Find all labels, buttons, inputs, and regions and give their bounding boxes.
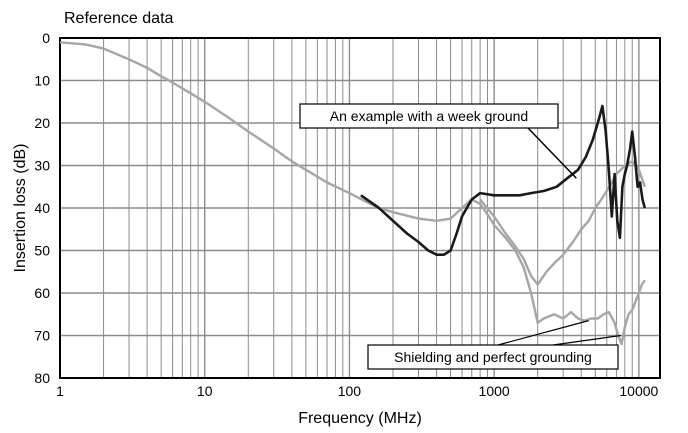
- x-tick-labels: 1 10 100 1000 10000: [56, 383, 658, 399]
- y-tick-label: 40: [34, 200, 50, 216]
- series: [59, 41, 647, 346]
- annotation-leader-line: [527, 127, 577, 179]
- series-line-weak-ground: [360, 104, 647, 256]
- y-tick-label: 30: [34, 158, 50, 174]
- grid: [59, 38, 660, 378]
- x-tick-label: 10000: [619, 383, 658, 399]
- plot-frame: [59, 37, 661, 379]
- series-line-shielding-perfect-grounding: [59, 41, 646, 346]
- y-axis-label: Insertion loss (dB): [12, 144, 29, 273]
- annotation-weak-ground-label: An example with a week ground: [330, 108, 528, 124]
- y-tick-label: 20: [34, 115, 50, 131]
- x-tick-label: 1: [56, 383, 64, 399]
- y-tick-label: 70: [34, 328, 50, 344]
- annotation-shielding-label: Shielding and perfect grounding: [394, 349, 592, 365]
- x-tick-label: 10: [197, 383, 213, 399]
- y-tick-label: 10: [34, 73, 50, 89]
- x-tick-label: 100: [338, 383, 362, 399]
- y-tick-label: 0: [42, 30, 50, 46]
- y-tick-label: 50: [34, 243, 50, 259]
- y-tick-label: 60: [34, 285, 50, 301]
- x-axis-label: Frequency (MHz): [298, 410, 422, 427]
- annotation-leader-line: [552, 334, 621, 346]
- y-tick-labels: 0 10 20 30 40 50 60 70 80: [34, 30, 50, 386]
- annotation-shielding: Shielding and perfect grounding: [367, 320, 621, 370]
- series-line-shielding-perfect-grounding-upper: [479, 160, 646, 286]
- annotation-leader-line: [497, 320, 589, 346]
- annotation-box: [299, 103, 559, 129]
- x-tick-label: 1000: [479, 383, 510, 399]
- chart-header-title: Reference data: [64, 10, 174, 27]
- annotation-box: [367, 344, 619, 370]
- y-tick-label: 80: [34, 370, 50, 386]
- annotation-weak-ground: An example with a week ground: [299, 103, 577, 179]
